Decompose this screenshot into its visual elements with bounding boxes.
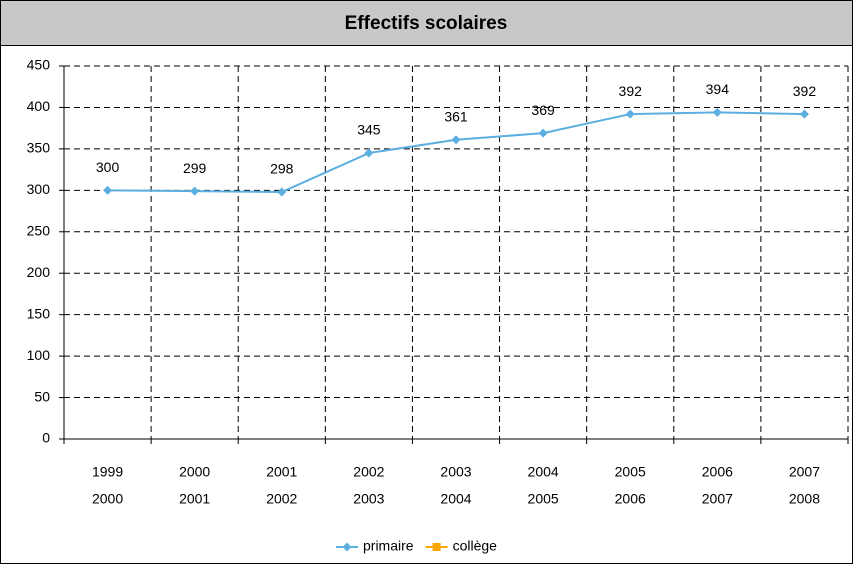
y-tick-label: 450	[27, 57, 51, 73]
data-label: 394	[706, 81, 730, 97]
x-tick-label: 2008	[789, 491, 820, 507]
x-tick-label: 2000	[92, 491, 123, 507]
point	[103, 185, 113, 195]
x-tick-label: 2000	[179, 464, 210, 480]
legend-label: collège	[453, 538, 498, 554]
y-tick-label: 350	[27, 140, 51, 156]
data-label: 392	[619, 83, 643, 99]
x-tick-label: 2002	[353, 464, 384, 480]
point	[799, 109, 809, 119]
y-tick-label: 400	[27, 98, 51, 114]
x-tick-label: 2005	[528, 491, 559, 507]
chart-title: Effectifs scolaires	[345, 13, 508, 34]
data-label: 345	[357, 122, 381, 138]
x-tick-label: 2006	[702, 464, 733, 480]
x-tick-label: 2007	[789, 464, 820, 480]
point	[451, 135, 461, 145]
y-tick-label: 100	[27, 347, 51, 363]
data-label: 392	[793, 83, 817, 99]
x-tick-label: 2003	[353, 491, 384, 507]
data-label: 361	[444, 108, 468, 124]
legend-marker	[432, 543, 441, 551]
legend-marker	[342, 542, 352, 552]
x-tick-label: 2001	[179, 491, 210, 507]
point	[538, 128, 548, 138]
y-tick-label: 150	[27, 305, 51, 321]
point	[625, 109, 635, 119]
y-tick-label: 0	[42, 430, 50, 446]
x-tick-label: 2006	[615, 491, 646, 507]
data-label: 369	[531, 102, 555, 118]
point	[364, 148, 374, 158]
y-tick-label: 50	[34, 388, 50, 404]
data-label: 299	[183, 160, 207, 176]
x-tick-label: 2004	[440, 491, 471, 507]
x-tick-label: 2007	[702, 491, 733, 507]
x-tick-label: 2002	[266, 491, 297, 507]
x-tick-label: 2004	[528, 464, 559, 480]
point	[712, 107, 722, 117]
legend-label: primaire	[363, 538, 414, 554]
y-tick-label: 300	[27, 181, 51, 197]
point	[277, 187, 287, 197]
x-tick-label: 2003	[440, 464, 471, 480]
x-tick-label: 2005	[615, 464, 646, 480]
title-bar	[0, 0, 853, 46]
y-tick-label: 200	[27, 264, 51, 280]
y-tick-label: 250	[27, 222, 51, 238]
x-tick-label: 2001	[266, 464, 297, 480]
point	[190, 186, 200, 196]
data-label: 298	[270, 161, 294, 177]
data-label: 300	[96, 159, 120, 175]
x-tick-label: 1999	[92, 464, 123, 480]
